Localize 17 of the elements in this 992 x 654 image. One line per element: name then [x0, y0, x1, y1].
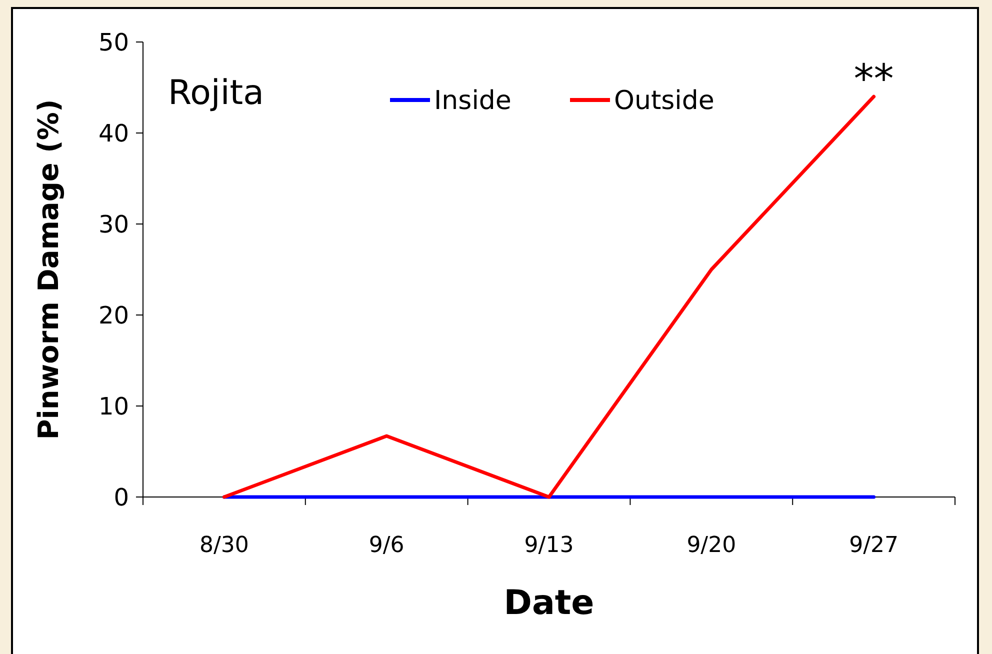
annotation: Rojita [168, 73, 264, 113]
y-tick-label: 10 [98, 392, 129, 420]
x-tick-label: 9/6 [368, 533, 404, 558]
legend-label: Outside [614, 86, 714, 116]
annotation: ** [854, 56, 894, 103]
y-tick-label: 0 [114, 483, 129, 512]
y-axis-title: Pinworm Damage (%) [32, 99, 65, 440]
y-tick-label: 50 [98, 28, 129, 56]
y-tick-label: 20 [98, 301, 129, 330]
y-tick-label: 40 [98, 119, 129, 148]
x-tick-label: 8/30 [199, 533, 249, 558]
y-tick-label: 30 [98, 210, 129, 238]
legend-label: Inside [434, 86, 512, 116]
x-tick-label: 9/27 [849, 533, 899, 558]
x-tick-label: 9/20 [686, 533, 736, 558]
x-tick-label: 9/13 [524, 533, 574, 558]
x-axis-title: Date [504, 583, 594, 623]
